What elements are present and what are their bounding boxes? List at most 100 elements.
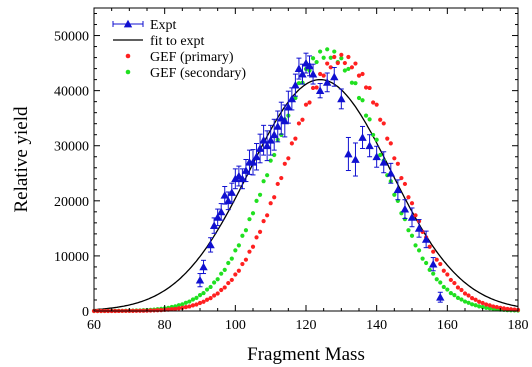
expt-point [241, 166, 251, 174]
gef-point [462, 299, 468, 304]
gef-point [325, 47, 330, 52]
gef-point [250, 211, 256, 216]
x-tick-label: 160 [437, 318, 458, 333]
gef-point [173, 306, 178, 312]
gef-point [254, 198, 259, 203]
gef-point [286, 156, 291, 161]
gef-point [342, 60, 347, 66]
expt-point [308, 69, 318, 78]
gef-point [388, 141, 393, 146]
gef-point [318, 71, 323, 77]
expt-point [217, 207, 226, 216]
gef-point [204, 297, 210, 302]
gef-point [491, 304, 496, 309]
expt-point [284, 102, 293, 111]
expt-point [315, 86, 325, 94]
gef-point [462, 291, 468, 296]
gef-point [212, 280, 217, 285]
gef-point [353, 61, 358, 66]
expt-point [209, 221, 219, 229]
gef-point [325, 61, 330, 66]
gef-point [328, 55, 333, 60]
gef-point [441, 284, 446, 290]
gef-point [176, 303, 181, 308]
gef-point [183, 300, 188, 305]
gef-point [427, 267, 432, 272]
gef-point [413, 243, 418, 248]
x-tick-label: 140 [366, 318, 387, 333]
gef-point [180, 302, 185, 307]
expt-point [287, 94, 297, 103]
expt-point [379, 158, 388, 166]
gef-point [346, 66, 351, 72]
gef-point [501, 306, 506, 311]
gef-point [508, 307, 514, 312]
expt-point [252, 152, 261, 161]
gef-point [438, 280, 443, 285]
gef-point [416, 248, 422, 253]
gef-point [477, 299, 482, 304]
gef-point [392, 156, 397, 161]
gef-point [452, 293, 457, 298]
gef-point [487, 303, 492, 308]
gef-point [374, 102, 379, 107]
gef-point [356, 73, 362, 78]
gef-point [268, 201, 273, 206]
gef-point [176, 306, 181, 311]
gef-point [367, 117, 372, 122]
gef-point [268, 158, 273, 163]
gef-point [487, 306, 492, 311]
gef-point [427, 244, 432, 249]
gef-point [473, 297, 478, 302]
gef-point [353, 81, 358, 86]
y-tick-label: 20000 [54, 195, 89, 210]
expt-point [365, 141, 374, 150]
gef-point [229, 256, 234, 261]
gef-point [360, 98, 365, 103]
gef-point [406, 195, 411, 200]
expt-point [298, 69, 307, 78]
x-tick-label: 60 [87, 318, 101, 333]
gef-point [296, 121, 302, 126]
gef-point [197, 300, 203, 306]
gef-point [332, 54, 337, 60]
expt-point [337, 94, 346, 103]
gef-point [254, 235, 259, 240]
gef-point [438, 261, 443, 267]
gef-point [296, 81, 302, 86]
gef-point [371, 132, 376, 138]
gef-point [367, 85, 372, 91]
gef-point [180, 305, 185, 310]
gef-point [469, 302, 475, 307]
gef-point [321, 73, 326, 78]
gef-point [265, 173, 270, 178]
gef-point [455, 295, 461, 300]
gef-point [466, 293, 471, 298]
gef-point [448, 277, 453, 283]
legend-label: GEF (secondary) [150, 66, 246, 81]
gef-point [409, 201, 415, 206]
gef-point [395, 161, 400, 166]
y-tick-label: 10000 [54, 250, 89, 265]
legend-item: fit to expt [113, 34, 205, 49]
expt-point [358, 133, 367, 141]
gef-point [339, 52, 344, 57]
gef-point [201, 290, 206, 296]
y-tick-label: 40000 [54, 85, 89, 100]
x-tick-label: 100 [225, 318, 246, 333]
gef-point [233, 248, 238, 253]
gef-point [363, 85, 369, 90]
gef-point [339, 56, 344, 61]
gef-point [261, 179, 266, 184]
legend-item: Expt [112, 18, 177, 33]
gef-point [247, 217, 252, 222]
gef-point [498, 305, 503, 310]
expt-point [305, 61, 314, 70]
x-axis-title: Fragment Mass [247, 344, 365, 365]
expt-point [400, 204, 410, 213]
gef-point [303, 102, 309, 107]
expt-point [429, 259, 438, 268]
gef-point [279, 175, 284, 181]
